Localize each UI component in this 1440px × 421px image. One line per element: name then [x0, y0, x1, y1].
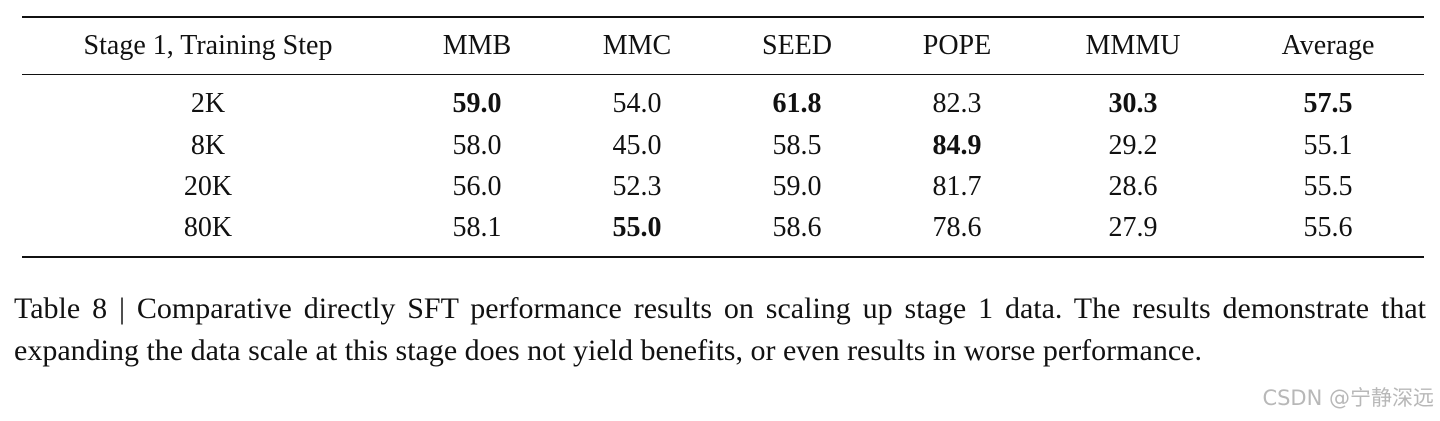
- table-cell: 58.6: [772, 212, 822, 243]
- table-cell: 84.9: [932, 130, 982, 161]
- mid-rule: [22, 74, 1424, 75]
- header-cell: POPE: [922, 30, 992, 61]
- header-cell: MMB: [442, 30, 512, 61]
- table-cell: 45.0: [612, 130, 662, 161]
- header-cell: MMC: [602, 30, 672, 61]
- table-cell: 59.0: [452, 88, 502, 119]
- table-cell: 55.6: [1303, 212, 1353, 243]
- table-cell: 52.3: [612, 171, 662, 202]
- table-cell: 57.5: [1303, 88, 1353, 119]
- table-cell: 61.8: [772, 88, 822, 119]
- table-cell: 29.2: [1108, 130, 1158, 161]
- table-cell: 55.1: [1303, 130, 1353, 161]
- table-cell: 54.0: [612, 88, 662, 119]
- table-cell: 59.0: [772, 171, 822, 202]
- table-cell: 20K: [183, 171, 233, 202]
- table-cell: 58.1: [452, 212, 502, 243]
- header-cell: MMMU: [1085, 30, 1181, 61]
- table-cell: 81.7: [932, 171, 982, 202]
- table-cell: 80K: [183, 212, 233, 243]
- table-cell: 30.3: [1108, 88, 1158, 119]
- caption: Table 8 | Comparative directly SFT perfo…: [14, 292, 1426, 367]
- bottom-rule: [22, 256, 1424, 258]
- header-cell: SEED: [762, 30, 832, 61]
- header-cell: Average: [1281, 30, 1375, 61]
- table-cell: 58.0: [452, 130, 502, 161]
- table-cell: 58.5: [772, 130, 822, 161]
- table-cell: 55.0: [612, 212, 662, 243]
- table-cell: 8K: [190, 130, 226, 161]
- top-rule: [22, 16, 1424, 18]
- table-cell: 56.0: [452, 171, 502, 202]
- table-cell: 27.9: [1108, 212, 1158, 243]
- table-cell: 55.5: [1303, 171, 1353, 202]
- header-cell: Stage 1, Training Step: [83, 30, 333, 61]
- table-cell: 28.6: [1108, 171, 1158, 202]
- table-cell: 2K: [190, 88, 226, 119]
- table-cell: 82.3: [932, 88, 982, 119]
- table-cell: 78.6: [932, 212, 982, 243]
- watermark: CSDN @宁静深远: [1262, 386, 1434, 410]
